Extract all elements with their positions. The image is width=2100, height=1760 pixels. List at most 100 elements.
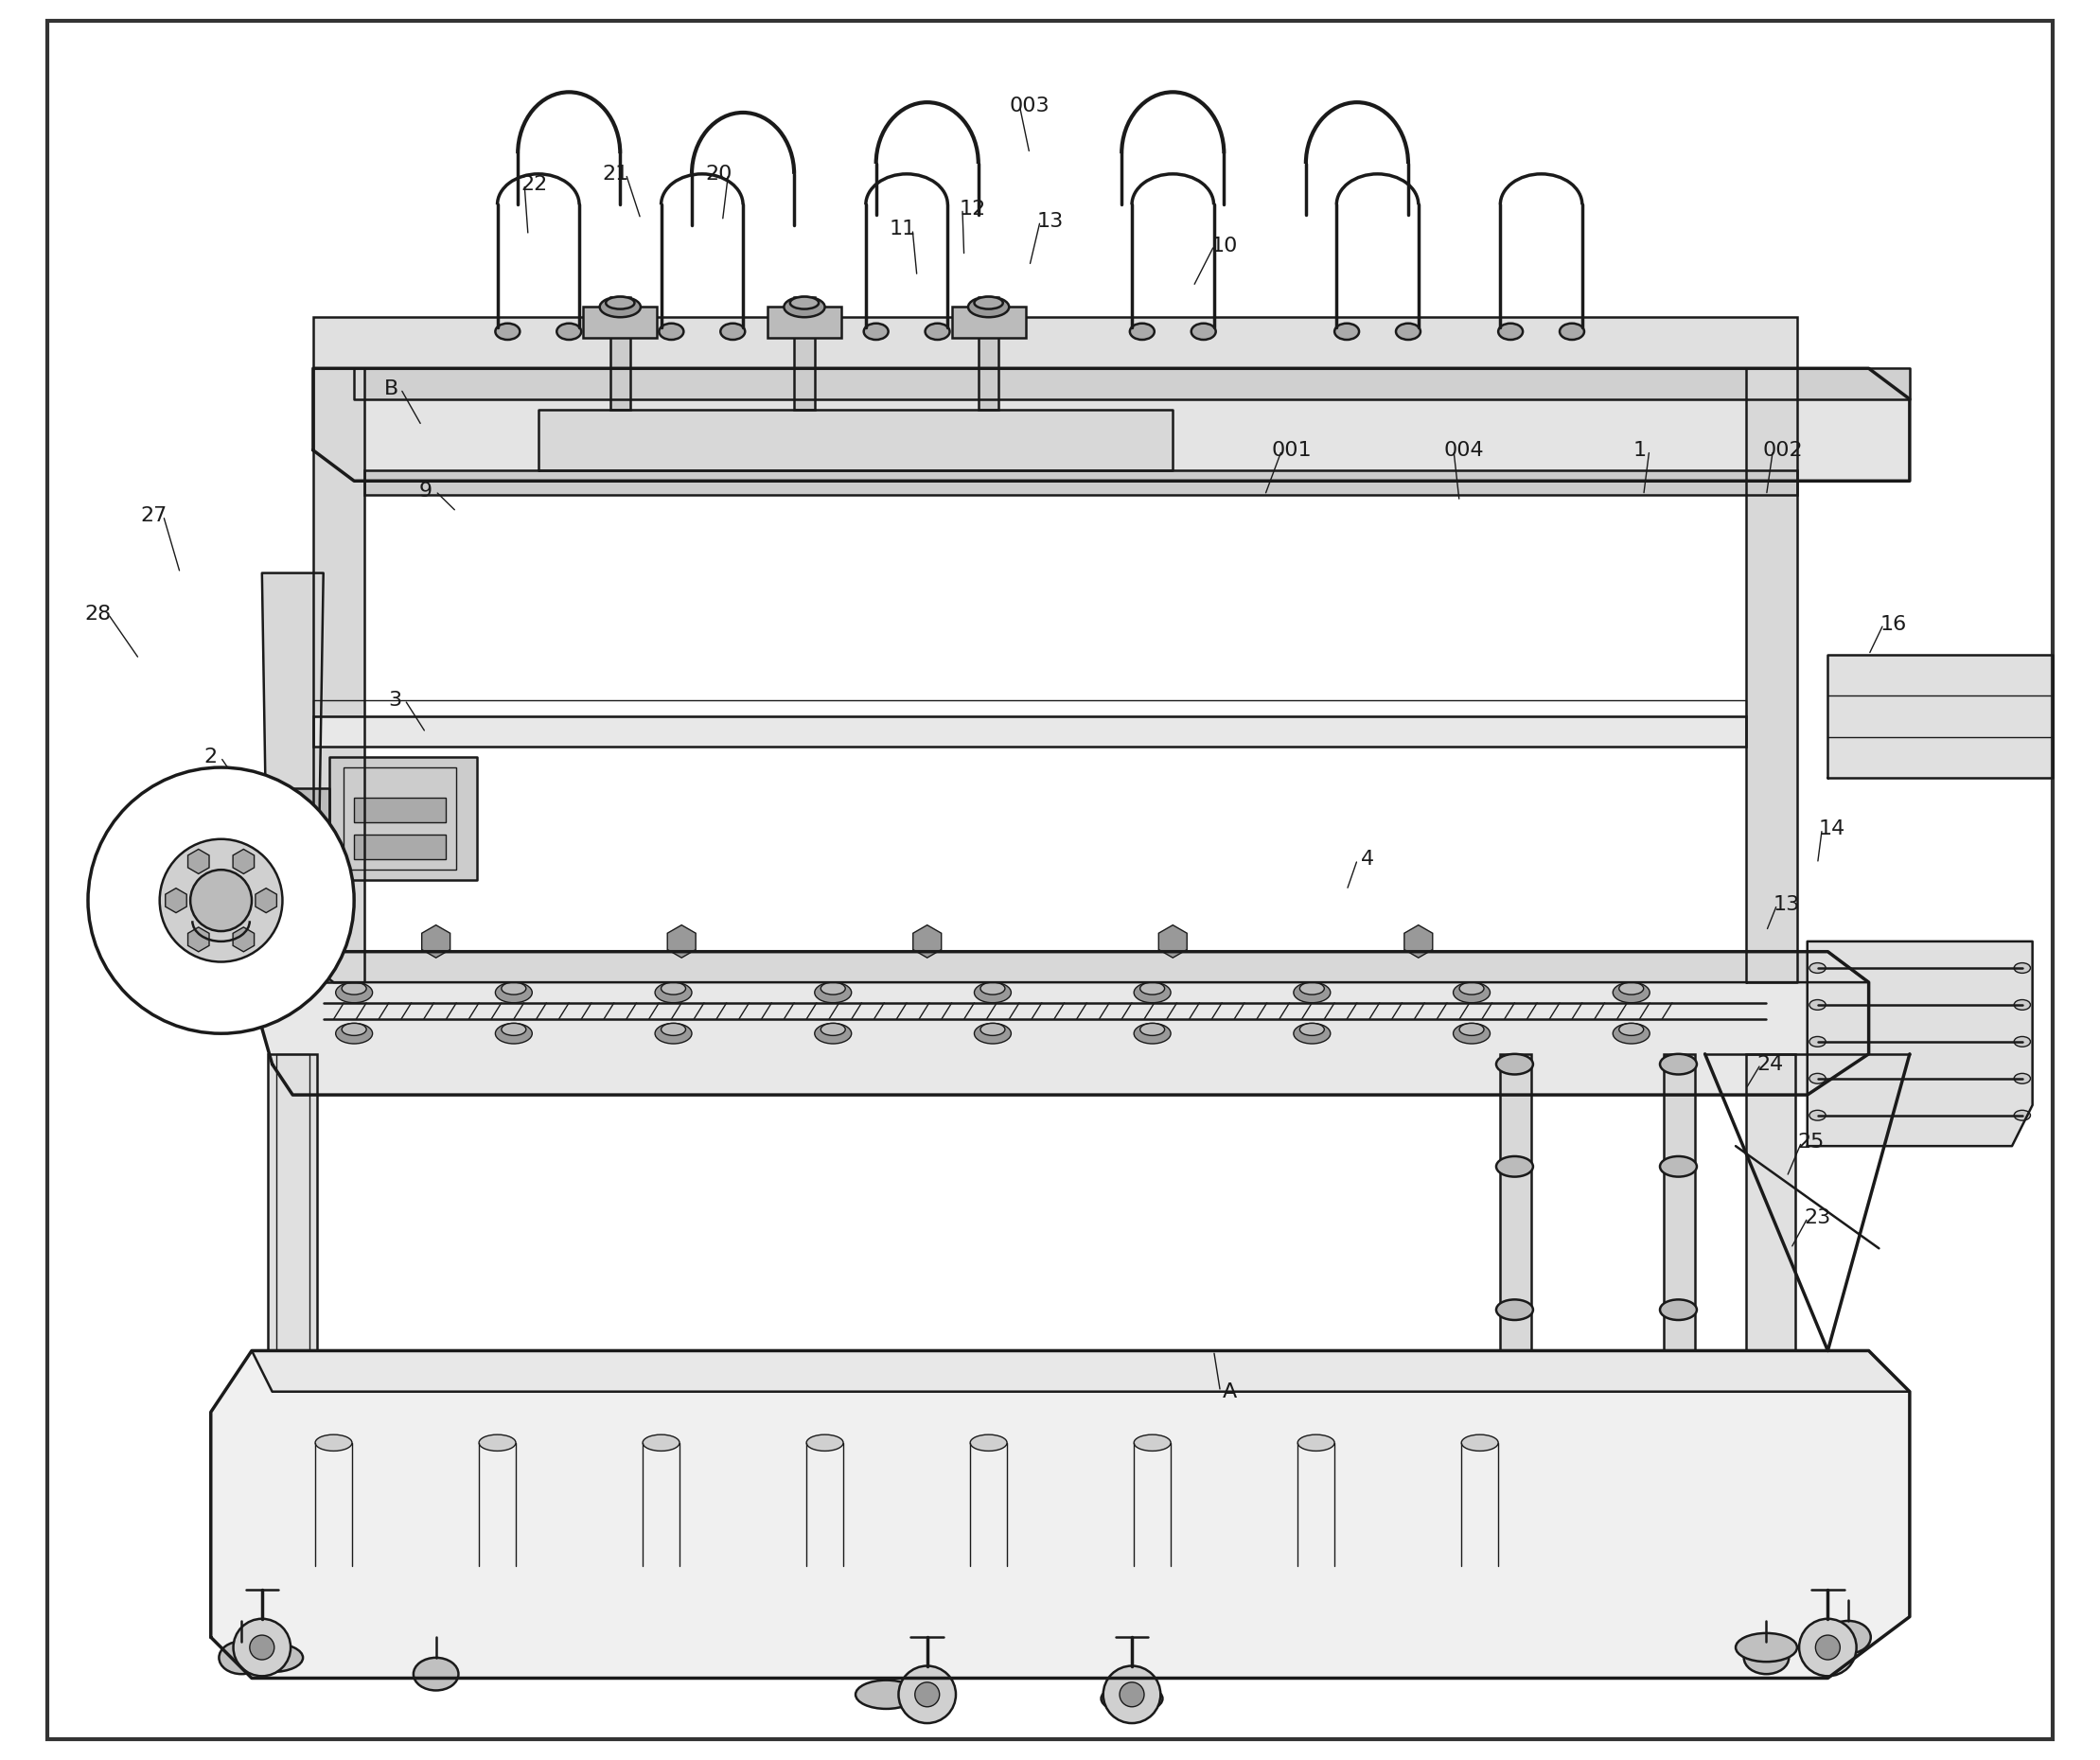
Ellipse shape — [974, 1023, 1010, 1044]
Ellipse shape — [479, 1434, 517, 1450]
Ellipse shape — [821, 982, 846, 994]
Bar — [344, 767, 456, 869]
Polygon shape — [262, 574, 323, 952]
Text: 13: 13 — [1037, 211, 1063, 231]
Ellipse shape — [1497, 324, 1522, 340]
Ellipse shape — [970, 1434, 1008, 1450]
Ellipse shape — [1134, 1434, 1172, 1450]
Ellipse shape — [496, 1023, 531, 1044]
Ellipse shape — [1737, 1633, 1798, 1661]
Ellipse shape — [655, 1023, 691, 1044]
Ellipse shape — [2014, 1000, 2031, 1010]
Polygon shape — [210, 1350, 1909, 1677]
Circle shape — [1816, 1635, 1840, 1660]
Text: 27: 27 — [141, 507, 166, 524]
Text: 22: 22 — [521, 174, 548, 194]
Ellipse shape — [806, 1434, 844, 1450]
Text: 12: 12 — [960, 199, 985, 218]
Ellipse shape — [1810, 1037, 1825, 1047]
Circle shape — [1103, 1667, 1161, 1723]
Ellipse shape — [1134, 1023, 1172, 1044]
Ellipse shape — [336, 982, 372, 1003]
Circle shape — [233, 1619, 290, 1676]
Ellipse shape — [1300, 1023, 1325, 1035]
Circle shape — [1800, 1619, 1856, 1676]
Polygon shape — [330, 757, 477, 880]
Ellipse shape — [815, 982, 850, 1003]
Text: 21: 21 — [603, 164, 630, 183]
Ellipse shape — [342, 982, 365, 994]
Ellipse shape — [1396, 324, 1420, 340]
Text: 4: 4 — [1361, 850, 1373, 869]
Ellipse shape — [855, 1681, 918, 1709]
Ellipse shape — [1810, 1111, 1825, 1121]
Ellipse shape — [1495, 1156, 1533, 1177]
Bar — [979, 297, 1000, 410]
Bar — [355, 834, 445, 859]
Bar — [1499, 1054, 1531, 1350]
Ellipse shape — [1613, 1023, 1651, 1044]
Ellipse shape — [218, 1642, 265, 1674]
Polygon shape — [252, 1350, 1909, 1392]
Ellipse shape — [242, 1644, 302, 1672]
Polygon shape — [1745, 368, 1798, 982]
Ellipse shape — [1140, 982, 1166, 994]
Bar — [269, 1054, 317, 1350]
Ellipse shape — [790, 297, 819, 310]
Ellipse shape — [1134, 982, 1172, 1003]
Ellipse shape — [655, 982, 691, 1003]
Bar — [355, 797, 445, 822]
Ellipse shape — [720, 324, 746, 340]
Polygon shape — [1827, 655, 2054, 778]
Ellipse shape — [1462, 1434, 1497, 1450]
Ellipse shape — [1619, 982, 1644, 994]
Ellipse shape — [2014, 1111, 2031, 1121]
Ellipse shape — [342, 1023, 365, 1035]
Circle shape — [160, 840, 281, 963]
Ellipse shape — [783, 297, 825, 317]
Ellipse shape — [1294, 982, 1331, 1003]
Ellipse shape — [1140, 1023, 1166, 1035]
Text: A: A — [1222, 1382, 1237, 1401]
Ellipse shape — [1810, 1000, 1825, 1010]
Ellipse shape — [2014, 1074, 2031, 1084]
Text: 1: 1 — [1634, 440, 1646, 459]
Ellipse shape — [926, 324, 949, 340]
Polygon shape — [252, 952, 1869, 1095]
Text: 20: 20 — [706, 164, 731, 183]
Ellipse shape — [1495, 1054, 1533, 1074]
Ellipse shape — [1334, 324, 1359, 340]
Bar — [313, 700, 1745, 716]
Text: 28: 28 — [84, 604, 111, 623]
Text: 9: 9 — [420, 482, 433, 500]
Text: 16: 16 — [1880, 614, 1907, 634]
Ellipse shape — [1460, 1023, 1485, 1035]
Ellipse shape — [496, 324, 521, 340]
Text: 24: 24 — [1758, 1054, 1783, 1074]
Circle shape — [191, 869, 252, 931]
Ellipse shape — [1453, 982, 1491, 1003]
Ellipse shape — [981, 982, 1006, 994]
Ellipse shape — [1300, 982, 1325, 994]
Bar — [313, 317, 1798, 368]
Polygon shape — [1808, 942, 2033, 1146]
Ellipse shape — [496, 982, 531, 1003]
Bar — [794, 297, 815, 410]
Ellipse shape — [1294, 1023, 1331, 1044]
Text: 003: 003 — [1010, 97, 1050, 116]
Ellipse shape — [1613, 982, 1651, 1003]
Ellipse shape — [1810, 1074, 1825, 1084]
Ellipse shape — [974, 982, 1010, 1003]
Ellipse shape — [662, 1023, 687, 1035]
Text: 001: 001 — [1270, 440, 1312, 459]
Ellipse shape — [1130, 324, 1155, 340]
Circle shape — [1119, 1683, 1144, 1707]
Ellipse shape — [1100, 1684, 1163, 1712]
Text: 10: 10 — [1210, 236, 1237, 255]
Ellipse shape — [315, 1434, 353, 1450]
Ellipse shape — [1619, 1023, 1644, 1035]
Polygon shape — [313, 368, 363, 982]
Text: 13: 13 — [1774, 896, 1800, 913]
Ellipse shape — [1743, 1642, 1789, 1674]
Bar — [313, 716, 1745, 746]
